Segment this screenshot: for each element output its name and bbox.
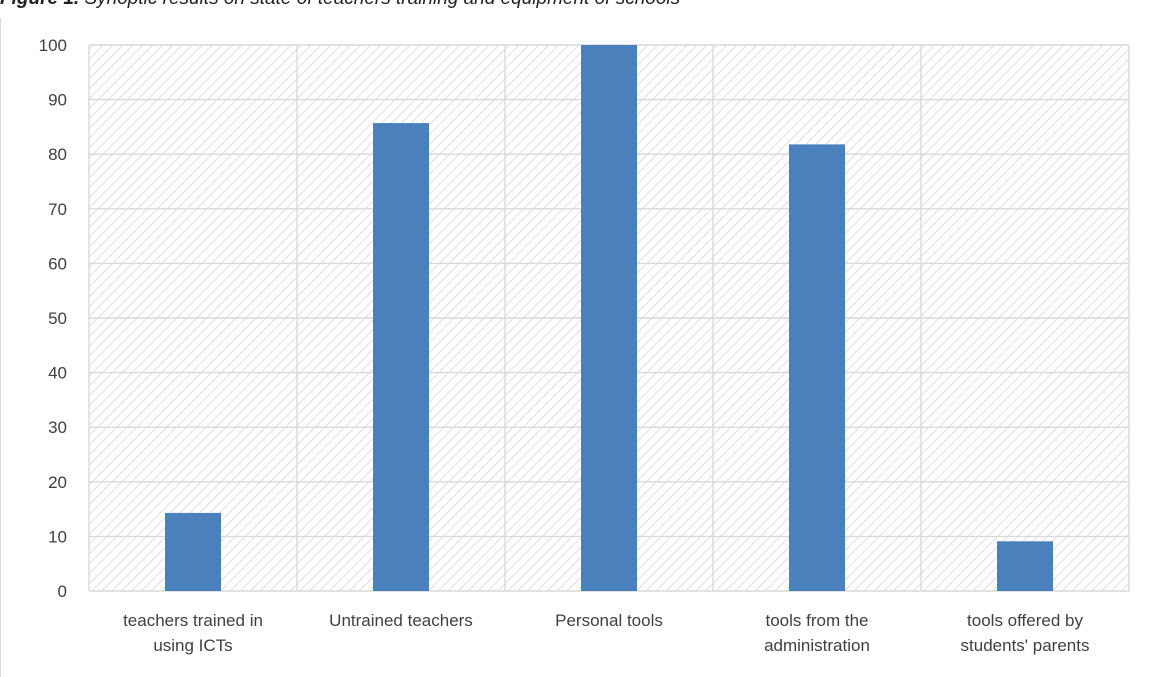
chart-area: 0 10 20 30 40 50 60 70 80 90 100 teachers trained … (0, 18, 1154, 677)
y-tick-label: 90 (48, 91, 67, 110)
y-tick-label: 20 (48, 473, 67, 492)
y-tick-label: 10 (48, 527, 67, 546)
y-tick-label: 40 (48, 364, 67, 383)
bar (997, 541, 1053, 591)
bar (165, 512, 221, 591)
bars (165, 45, 1053, 591)
figure-caption-text: Synoptic results on state of teachers tr… (84, 0, 680, 9)
x-category-label: tools offered by (967, 611, 1083, 630)
y-tick-label: 80 (48, 145, 67, 164)
y-axis: 0 10 20 30 40 50 60 70 80 90 100 (39, 36, 67, 601)
y-tick-label: 0 (58, 582, 67, 601)
bar (373, 123, 429, 591)
x-category-label: students' parents (961, 636, 1090, 655)
bar (789, 144, 845, 591)
x-category-label: teachers trained in (123, 611, 263, 630)
bar (581, 45, 637, 591)
x-category-label: tools from the (766, 611, 869, 630)
x-category-label: administration (764, 636, 870, 655)
y-tick-label: 60 (48, 254, 67, 273)
y-tick-label: 70 (48, 200, 67, 219)
figure-caption-label: Figure 1. (0, 0, 79, 9)
x-category-label: using ICTs (153, 636, 232, 655)
bar-chart: 0 10 20 30 40 50 60 70 80 90 100 teachers trained … (39, 36, 1130, 655)
y-tick-label: 100 (39, 36, 67, 55)
figure-caption: Figure 1. Synoptic results on state of t… (0, 0, 680, 10)
x-category-label: Untrained teachers (329, 611, 473, 630)
y-tick-label: 30 (48, 418, 67, 437)
x-axis: teachers trained in using ICTs Untrained t… (123, 611, 1089, 655)
y-tick-label: 50 (48, 309, 67, 328)
x-category-label: Personal tools (555, 611, 663, 630)
